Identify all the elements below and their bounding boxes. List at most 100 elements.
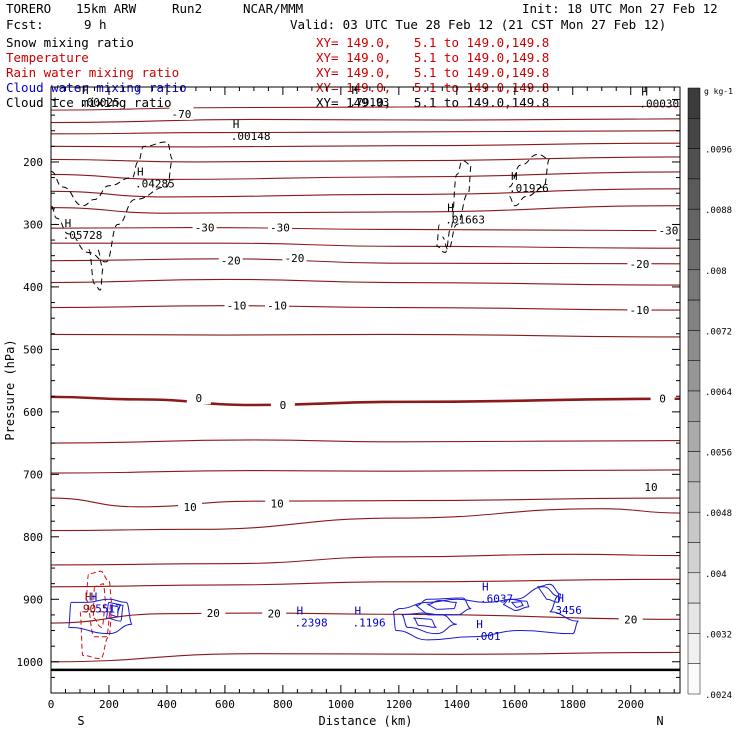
isotherm-line [50,205,681,214]
colorbar-swatch [687,330,701,361]
colorbar-label: .0048 [705,509,732,519]
isotherm-label: -10 [629,304,649,317]
max-marker-h: H [137,166,144,179]
max-marker-h: H [82,84,89,97]
colorbar-swatch [687,178,701,210]
rain-water-contour [79,611,113,660]
x-tick-label: 2000 [617,698,644,711]
y-tick-label: 200 [23,156,43,169]
colorbar-label: .004 [705,570,727,580]
isotherm-label: 10 [184,501,197,514]
isotherm-label: 10 [270,498,283,511]
north-end-label: N [656,714,663,728]
colorbar-label: .0024 [705,691,732,701]
colorbar-swatch [687,239,701,271]
isotherm-label-bg [224,298,249,312]
y-tick-label: 400 [23,281,43,294]
colorbar-swatch [687,481,701,513]
cloud-water-contour [502,598,530,612]
field-name: Temperature [6,50,89,65]
colorbar-label: .0072 [705,327,732,337]
max-value-label: .1196 [352,616,385,629]
max-marker-h: H [511,170,518,183]
forecast-value: 9 h [84,17,107,32]
isotherm-line [50,553,681,566]
isotherm-label-bg [656,223,681,237]
isotherm-label-bg [262,606,287,620]
isotherm-line [50,156,681,163]
cloud-ice-contour [50,141,174,263]
isotherm-line [50,227,681,232]
x-tick-label: 200 [99,698,119,711]
colorbar-swatch [687,269,701,301]
field-xy-range: XY= 149.0, 5.1 to 149.0,149.8 [316,50,550,65]
max-marker-h: H [296,604,303,617]
y-axis-title: Pressure (hPa) [3,339,17,440]
isotherm-line [51,242,681,249]
max-marker-h: H [557,592,564,605]
y-tick-label: 900 [23,593,43,606]
colorbar-unit: g kg-1 [704,87,733,96]
max-marker-h: H [476,618,483,631]
x-tick-label: 1000 [328,698,355,711]
cloud-water-contour [425,600,458,610]
y-tick-label: 1000 [17,656,44,669]
isotherm-label: -70 [172,108,192,121]
isotherm-line [50,651,681,663]
x-tick-label: 1200 [386,698,413,711]
max-value-label: .6037 [480,593,513,606]
init-time: Init: 18 UTC Mon 27 Feb 12 [522,1,718,16]
isotherm-label-bg [186,391,211,405]
colorbar-swatch [687,299,701,331]
cloud-ice-contour [508,153,551,207]
cloud-water-contour [401,612,457,635]
isotherm-label-bg [618,612,643,626]
field-xy-range: XY= 149.0, 5.1 to 149.0,149.8 [316,65,550,80]
max-value-label: .00148 [231,130,271,143]
max-value-label: .04285 [135,178,175,191]
isotherm-label-bg [169,106,194,120]
isotherm-label: -20 [285,252,305,265]
model-run: Run2 [172,1,203,16]
max-value-label: 90 [83,603,96,616]
rain-water-contour [85,570,113,638]
y-tick-label: 600 [23,406,43,419]
x-tick-label: 400 [157,698,177,711]
isotherm-line [50,612,681,624]
isotherm-line [50,508,681,532]
max-value-label: .5517 [89,603,122,616]
isotherm-label: -10 [267,300,287,313]
isotherm-label-bg [267,220,292,234]
max-marker-h: H [354,604,361,617]
max-value-label: .001 [474,630,501,643]
x-tick-label: 800 [273,698,293,711]
y-tick-label: 700 [23,468,43,481]
colorbar-swatch [687,602,701,634]
model-name: TORERO [6,1,52,16]
colorbar-label: .0064 [705,388,732,398]
x-tick-label: 1600 [502,698,529,711]
colorbar-swatch [687,542,701,574]
colorbar-label: .008 [705,267,727,277]
forecast-label: Fcst: [6,17,44,32]
isotherm-label-bg [282,251,307,265]
rain-water-contour [92,583,107,628]
x-tick-label: 1400 [444,698,471,711]
isotherm-line [50,142,681,148]
colorbar-label: .0096 [705,146,732,156]
colorbar-label: .0088 [705,206,732,216]
colorbar-label: .0056 [705,449,732,459]
cloud-water-contour [414,597,472,616]
isotherm-label-bg [270,397,295,411]
cloud-water-contour [510,601,524,608]
x-tick-label: 1800 [560,698,587,711]
isotherm-label: -30 [658,225,678,238]
isotherm-label: -30 [195,222,215,235]
isotherm-line [50,333,681,338]
max-value-label: 3456 [555,604,582,617]
isotherm-label: -30 [270,222,290,235]
cloud-ice-contour [436,160,472,254]
isotherm-line [50,395,681,407]
max-value-label: .00030 [639,98,679,111]
